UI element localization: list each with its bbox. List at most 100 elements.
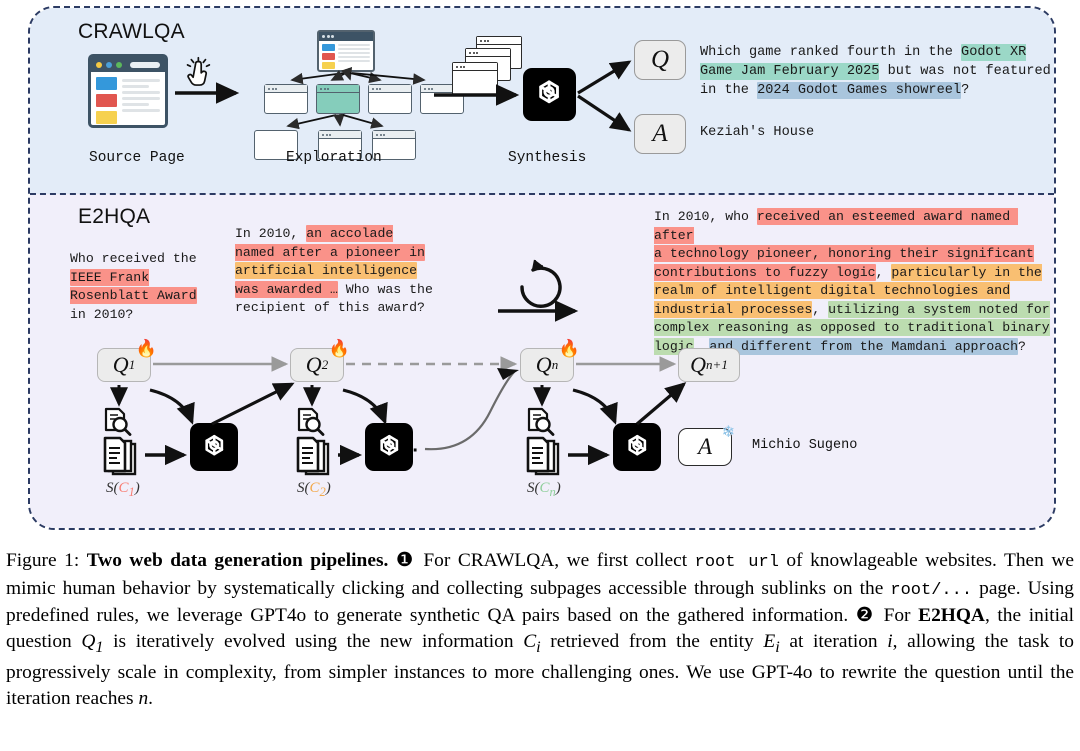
context-prefix: S( <box>106 480 119 496</box>
window-dot-icon <box>331 35 334 38</box>
qn1-subscript: n+1 <box>706 357 728 372</box>
content-tile-red <box>96 94 117 107</box>
caption-seg-2c: is iteratively evolved using the new inf… <box>103 630 524 652</box>
node-line <box>338 48 370 50</box>
caption-mono-root-path: root/... <box>890 580 973 600</box>
caption-seg-2d: retrieved from the entity <box>540 630 764 652</box>
context-suffix: ) <box>555 480 561 496</box>
caption-seg-1a: For <box>415 550 458 571</box>
node-tile-red <box>322 53 335 60</box>
caption-mono-root-url: root url <box>694 553 779 572</box>
question-badge: Q <box>634 40 686 80</box>
window-dot-yellow-icon <box>96 61 102 68</box>
crawlqa-title: CRAWLQA <box>78 20 185 43</box>
node-titlebar <box>317 85 359 93</box>
content-tile-yellow <box>96 111 117 124</box>
tree-child-page-selected-icon <box>316 84 360 114</box>
caption-name-crawlqa: CRAWLQA <box>457 550 555 571</box>
text-line <box>122 85 149 88</box>
caption-seg-2b: , the initial question <box>6 605 1074 652</box>
highlight-steel: and different from the Mamdani approach <box>709 337 1019 355</box>
caption-figure-label: Figure 1: <box>6 550 80 571</box>
caption-math-q1-sub: 1 <box>95 638 104 656</box>
openai-logo-icon-synthesis <box>523 68 576 121</box>
context-symbol: C <box>309 480 320 496</box>
highlight-teal: Godot XR Game Jam February 2025 <box>700 44 1027 80</box>
node-body <box>319 41 373 72</box>
q2-subscript: 2 <box>321 357 329 372</box>
caption-marker-1: ❶ <box>395 550 416 571</box>
window-dot-icon <box>322 35 325 38</box>
context-prefix: S( <box>527 480 540 496</box>
browser-urlbar <box>130 61 160 68</box>
fire-icon: 🔥 <box>558 339 580 358</box>
tree-child-page-icon <box>368 84 412 114</box>
node-line <box>338 52 370 54</box>
caption-math-n: n <box>138 687 149 709</box>
node-line <box>338 56 370 58</box>
qn-subscript: n <box>551 357 559 372</box>
window-dot-green-icon <box>116 61 122 68</box>
caption-math-ei-sub: i <box>775 638 780 656</box>
text-line <box>122 91 160 94</box>
e2hqa-question-v1: Who received the IEEE Frank Rosenblatt A… <box>70 251 197 322</box>
caption-math-q1: Q <box>81 630 96 652</box>
caption-seg-2g: . <box>148 687 153 709</box>
openai-logo-icon-step2 <box>365 423 413 471</box>
text-line <box>122 79 160 82</box>
browser-titlebar <box>91 57 165 72</box>
window-dot-blue-icon <box>106 61 112 68</box>
text-line <box>122 103 149 106</box>
node-titlebar <box>421 85 463 93</box>
node-titlebar <box>453 63 497 71</box>
final-answer-badge: A ❄ <box>678 424 735 466</box>
caption-seg-1b: , we first collect <box>554 550 695 571</box>
openai-logo-icon-stepn <box>613 423 661 471</box>
context-label-n: S(Cn) <box>527 480 561 500</box>
browser-body <box>91 72 165 128</box>
exploration-label: Exploration <box>286 150 382 166</box>
context-suffix: ) <box>134 480 140 496</box>
caption-math-ci-sub: i <box>536 638 541 656</box>
window-dot-icon <box>326 35 330 38</box>
caption-seg-2a: For <box>875 605 919 627</box>
node-titlebar <box>369 85 411 93</box>
q1-subscript: 1 <box>128 357 136 372</box>
snowflake-icon: ❄ <box>721 424 735 441</box>
highlight-steel: 2024 Godot Games showreel <box>757 82 962 99</box>
node-titlebar <box>373 131 415 139</box>
qn-label: Q <box>535 352 552 377</box>
node-line <box>338 44 370 46</box>
tree-grandchild-page-icon <box>318 130 362 160</box>
node-line <box>338 60 370 62</box>
figure-caption: Figure 1: Two web data generation pipeli… <box>6 548 1074 711</box>
caption-name-e2hqa: E2HQA <box>918 605 985 627</box>
caption-seg-2e: at iteration <box>779 630 888 652</box>
crawlqa-answer-text: Keziah's House <box>700 125 815 140</box>
tree-grandchild-page-icon <box>372 130 416 160</box>
tree-root-page-icon <box>317 30 375 72</box>
highlight-orange: artificial intelligence <box>235 262 418 279</box>
caption-seg-1d: page. Using predefined rules, we leverag… <box>6 577 1074 627</box>
context-label-2: S(C2) <box>297 480 331 500</box>
node-titlebar <box>319 32 373 41</box>
openai-logo-icon-step1 <box>190 423 238 471</box>
content-tiles <box>96 77 117 124</box>
context-subscript: n <box>549 485 556 499</box>
synthesis-label: Synthesis <box>508 150 587 166</box>
e2hqa-question-vn: In 2010, who received an esteemed award … <box>654 208 1050 355</box>
source-page-label: Source Page <box>89 150 185 166</box>
node-titlebar <box>466 49 510 57</box>
node-titlebar <box>477 37 521 45</box>
highlight-red: IEEE Frank Rosenblatt Award <box>70 268 197 304</box>
panel-divider <box>30 193 1054 195</box>
tree-grandchild-page-selected-icon <box>254 130 298 160</box>
content-tile-blue <box>96 77 117 90</box>
context-symbol: C <box>118 480 129 496</box>
context-prefix: S( <box>297 480 310 496</box>
highlight-red: was awarded … <box>235 280 338 298</box>
qn1-label: Q <box>690 352 707 377</box>
